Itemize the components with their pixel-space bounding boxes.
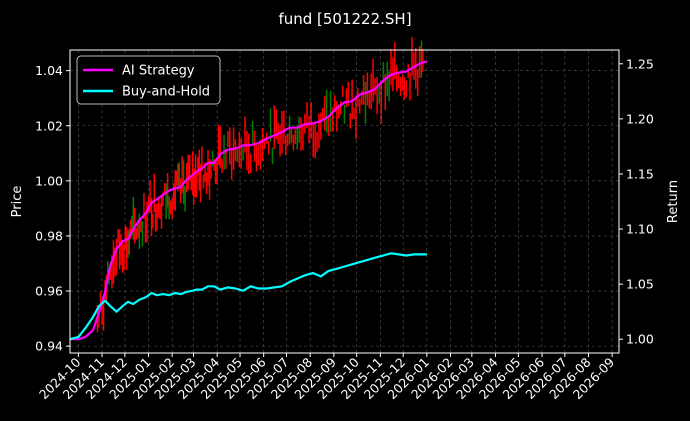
series-lines (69, 60, 428, 341)
y-right-tick-label: 1.00 (626, 332, 654, 347)
y-axis-label-price: Price (10, 186, 25, 218)
series-line-buy-and-hold (69, 252, 427, 341)
y-right-tick-label: 1.10 (626, 222, 654, 237)
legend-entry: Buy-and-Hold (122, 85, 210, 100)
legend: AI Strategy Buy-and-Hold (76, 55, 221, 105)
y-axis-label-return: Return (666, 180, 681, 223)
plot-frame (69, 49, 620, 354)
y-tick-label: 1.00 (35, 173, 63, 188)
y-tick-label: 1.02 (35, 118, 63, 133)
chart-title: fund [501222.SH] (278, 10, 411, 28)
y-right-tick-label: 1.20 (626, 111, 654, 126)
y-tick-label: 0.98 (35, 228, 63, 243)
y-tick-label: 0.94 (35, 339, 63, 354)
y-tick-label: 0.96 (35, 284, 63, 299)
legend-entry: AI Strategy (122, 64, 195, 79)
y-tick-label: 1.04 (35, 63, 63, 78)
y-right-tick-label: 1.05 (626, 277, 654, 292)
y-right-tick-label: 1.25 (626, 56, 654, 71)
series-line-ai-strategy (70, 60, 428, 341)
y-right-tick-label: 1.15 (626, 166, 654, 181)
